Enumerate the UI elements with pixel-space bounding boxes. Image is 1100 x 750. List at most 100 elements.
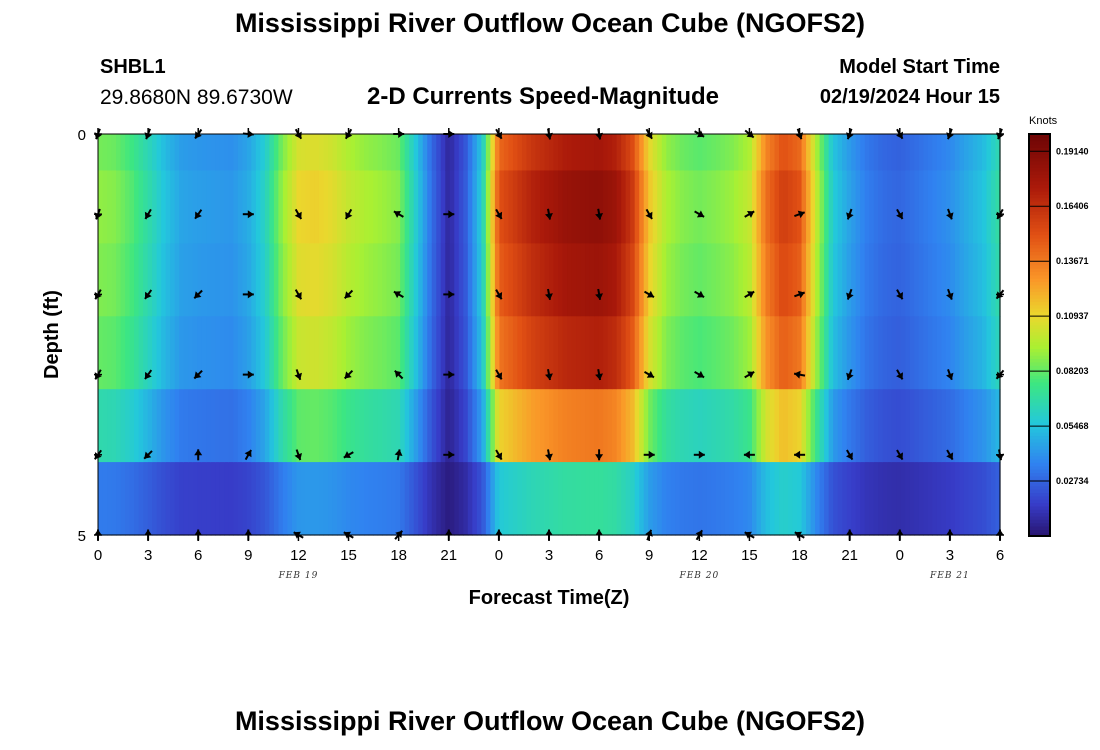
colorbar-tick-label: 0.16406: [1056, 201, 1089, 211]
heatmap-cell: [977, 389, 983, 463]
heatmap-cell: [711, 389, 717, 463]
arrow-head: [244, 450, 252, 458]
heatmap-cell: [986, 462, 992, 536]
heatmap-cell: [779, 316, 785, 390]
x-tick-label: 9: [244, 547, 252, 564]
heatmap-cell: [228, 389, 234, 463]
heatmap-cell: [779, 134, 785, 172]
heatmap-cell: [382, 462, 388, 536]
heatmap-cell: [116, 316, 122, 390]
heatmap-cell: [436, 170, 442, 244]
heatmap-cell: [138, 316, 144, 390]
heatmap-cell: [760, 389, 767, 463]
heatmap-cell: [413, 134, 419, 172]
x-tick-label: 6: [996, 547, 1004, 564]
heatmap-cell: [143, 389, 149, 463]
heatmap-cell: [318, 389, 325, 463]
heatmap-cell: [526, 134, 532, 172]
heatmap-cell: [359, 389, 365, 463]
heatmap-cell: [535, 316, 541, 390]
heatmap-cell: [183, 389, 189, 463]
heatmap-cell: [129, 243, 135, 317]
heatmap-cell: [328, 462, 334, 536]
heatmap-cell: [720, 134, 726, 172]
heatmap-cell: [941, 462, 947, 536]
heatmap-cell: [300, 462, 307, 536]
heatmap-cell: [634, 389, 640, 463]
heatmap-cell: [454, 462, 460, 536]
x-tick-label: 3: [144, 547, 152, 564]
heatmap-cell: [815, 134, 821, 172]
heatmap-cell: [909, 170, 915, 244]
heatmap-cell: [693, 243, 699, 317]
colorbar-step: [1029, 177, 1050, 182]
heatmap-cell: [206, 462, 212, 536]
heatmap-cell: [508, 389, 514, 463]
heatmap-cell: [233, 134, 239, 172]
colorbar-step: [1029, 412, 1050, 416]
heatmap-cell: [576, 389, 582, 463]
colorbar-step: [1029, 438, 1050, 443]
heatmap-cell: [337, 243, 343, 317]
colorbar-step: [1029, 532, 1050, 537]
heatmap-cell: [842, 316, 848, 390]
heatmap-cell: [282, 134, 289, 172]
heatmap-cell: [684, 316, 690, 390]
heatmap-cell: [431, 243, 437, 317]
heatmap-cell: [296, 389, 302, 463]
heatmap-cell: [733, 462, 740, 536]
heatmap-cell: [291, 243, 298, 317]
heatmap-cell: [792, 170, 798, 244]
colorbar-step: [1029, 448, 1050, 453]
heatmap-cell: [391, 170, 397, 244]
current-arrow: [693, 450, 705, 459]
current-arrow: [495, 128, 503, 140]
heatmap-cell: [558, 134, 564, 172]
heatmap-cell: [927, 316, 933, 390]
heatmap-cell: [995, 134, 1001, 172]
heatmap-cell: [215, 316, 221, 390]
heatmap-cell: [873, 243, 879, 317]
colorbar-step: [1029, 281, 1050, 286]
heatmap-cell: [756, 243, 762, 317]
heatmap-cell: [134, 389, 140, 463]
chart-title: Mississippi River Outflow Ocean Cube (NG…: [234, 8, 866, 38]
heatmap-cell: [639, 462, 645, 536]
heatmap-cell: [449, 316, 455, 390]
heatmap-cell: [603, 389, 609, 463]
colorbar-tick-label: 0.10937: [1056, 311, 1089, 321]
heatmap-cell: [706, 134, 712, 172]
current-arrow: [545, 369, 553, 381]
heatmap-cell: [887, 389, 893, 463]
current-arrow: [793, 370, 806, 379]
heatmap-cell: [458, 170, 464, 244]
heatmap-cell: [549, 170, 555, 244]
heatmap-cell: [346, 389, 352, 463]
heatmap-cell: [152, 243, 158, 317]
heatmap-cell: [977, 316, 983, 390]
heatmap-cell: [616, 170, 622, 244]
heatmap-cell: [882, 389, 888, 463]
current-arrow: [896, 289, 904, 300]
heatmap-cell: [837, 316, 843, 390]
heatmap-cell: [373, 170, 379, 244]
arrow-head: [896, 452, 903, 460]
current-arrow: [193, 369, 203, 380]
heatmap-cell: [305, 243, 311, 317]
heatmap-cell: [445, 170, 451, 244]
heatmap-cell: [219, 316, 225, 390]
arrow-head: [946, 212, 954, 220]
heatmap-cell: [733, 316, 740, 390]
heatmap-cell: [634, 462, 640, 536]
heatmap-cell: [436, 134, 442, 172]
heatmap-cell: [201, 243, 207, 317]
heatmap-cell: [837, 243, 843, 317]
heatmap-cell: [833, 170, 839, 244]
heatmap-cell: [797, 243, 803, 317]
heatmap-cell: [950, 462, 956, 536]
heatmap-cell: [530, 462, 537, 536]
heatmap-cell: [571, 243, 577, 317]
heatmap-cell: [666, 316, 672, 390]
heatmap-cell: [923, 243, 929, 317]
heatmap-cell: [377, 316, 383, 390]
